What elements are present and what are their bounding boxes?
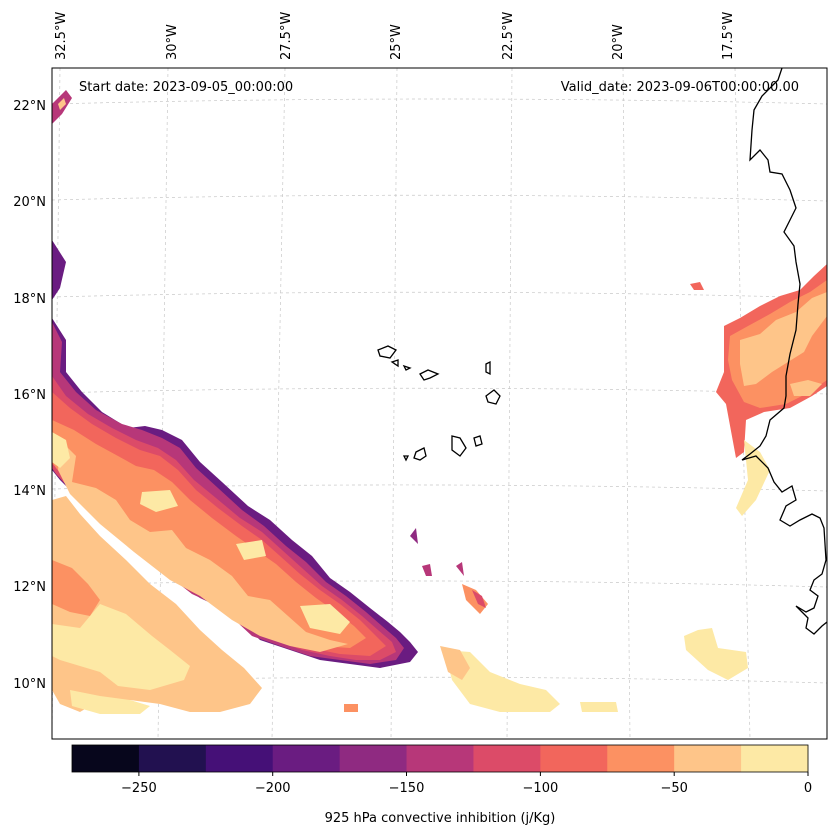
cin-lower-pale xyxy=(52,604,190,690)
colorbar-tick-label: −200 xyxy=(255,781,291,796)
colorbar-ticks: −250 −200 −150 −100 −50 0 xyxy=(121,772,812,796)
cin-spot-1 xyxy=(52,432,70,468)
cin-spot-2 xyxy=(140,490,178,512)
lat-label: 22°N xyxy=(13,99,46,114)
lon-label: 27.5°W xyxy=(279,12,294,60)
cape-verde-1 xyxy=(377,345,397,359)
cin-se-patch xyxy=(684,628,748,680)
cape-verde-4 xyxy=(419,369,440,381)
lon-label: 30°W xyxy=(165,24,180,60)
cin-small-2 xyxy=(462,584,488,614)
cape-verde-9 xyxy=(413,447,427,461)
map-content xyxy=(52,68,827,739)
lon-label: 25°W xyxy=(389,24,404,60)
colorbar-segment xyxy=(741,745,809,772)
cin-contours xyxy=(52,90,827,714)
lat-label: 16°N xyxy=(13,388,46,403)
cin-east-light xyxy=(740,292,827,386)
map-frame xyxy=(51,67,828,740)
colorbar-segment xyxy=(339,745,408,772)
coastlines xyxy=(377,68,827,635)
cin-east-tiny-2 xyxy=(790,380,822,396)
colorbar-frame xyxy=(71,744,809,773)
cape-verde-7 xyxy=(451,435,467,457)
cape-verde-10 xyxy=(402,455,410,462)
cin-mid-patch-3 xyxy=(580,702,618,712)
lat-label: 14°N xyxy=(13,484,46,499)
colorbar-title: 925 hPa convective inhibition (j/Kg) xyxy=(325,811,556,826)
lon-label: 20°W xyxy=(611,24,626,60)
cin-nw-corner-2 xyxy=(58,98,66,110)
colorbar-tick-label: −50 xyxy=(660,781,687,796)
cin-small-3 xyxy=(472,590,486,608)
lat-label: 18°N xyxy=(13,292,46,307)
colorbar-segment xyxy=(674,745,742,772)
lon-label: 22.5°W xyxy=(501,12,516,60)
lat-label: 10°N xyxy=(13,677,46,692)
cin-band-magenta xyxy=(52,322,404,664)
africa-coastline xyxy=(741,68,827,635)
colorbar-tick-label: −100 xyxy=(523,781,559,796)
cin-lower-pale-2 xyxy=(70,690,150,714)
latitude-labels: 22°N 20°N 18°N 16°N 14°N 12°N 10°N xyxy=(13,99,46,692)
cin-small-6 xyxy=(456,562,464,576)
lon-label: 17.5°W xyxy=(721,12,736,60)
cin-small-5 xyxy=(422,564,432,576)
colorbar-segment xyxy=(406,745,474,772)
cin-small-1 xyxy=(344,704,358,712)
colorbar-segment xyxy=(540,745,608,772)
cin-east-pale xyxy=(736,440,770,516)
cin-mid-patch-2 xyxy=(440,646,470,680)
cape-verde-5 xyxy=(485,360,491,376)
longitude-labels: 32.5°W 30°W 27.5°W 25°W 22.5°W 20°W 17.5… xyxy=(54,12,736,60)
lon-label: 32.5°W xyxy=(54,12,69,60)
cin-small-4 xyxy=(410,528,418,544)
colorbar xyxy=(72,745,809,772)
cin-mid-patch xyxy=(444,650,560,712)
colorbar-tick-label: −250 xyxy=(121,781,157,796)
start-date-label: Start date: 2023-09-05_00:00:00 xyxy=(79,80,293,95)
colorbar-segment xyxy=(138,745,207,772)
cin-band-orange xyxy=(52,420,366,648)
colorbar-segment xyxy=(473,745,541,772)
lat-label: 12°N xyxy=(13,580,46,595)
cin-lower-orange xyxy=(52,560,100,616)
colorbar-segment xyxy=(72,745,140,772)
valid-date-label: Valid_date: 2023-09-06T00:00:00.00 xyxy=(561,80,799,95)
cape-verde-3 xyxy=(402,364,412,371)
colorbar-tick-label: −150 xyxy=(389,781,425,796)
colorbar-segment xyxy=(205,745,274,772)
cape-verde-6 xyxy=(485,389,501,405)
cin-spot-4 xyxy=(300,604,350,634)
cin-east-tiny xyxy=(690,282,704,290)
colorbar-tick-label: 0 xyxy=(804,781,812,796)
colorbar-segment xyxy=(272,745,341,772)
cin-spot-3 xyxy=(236,540,266,560)
lat-label: 20°N xyxy=(13,195,46,210)
cape-verde-8 xyxy=(473,435,483,447)
colorbar-segment xyxy=(607,745,675,772)
cape-verde-2 xyxy=(390,359,399,368)
